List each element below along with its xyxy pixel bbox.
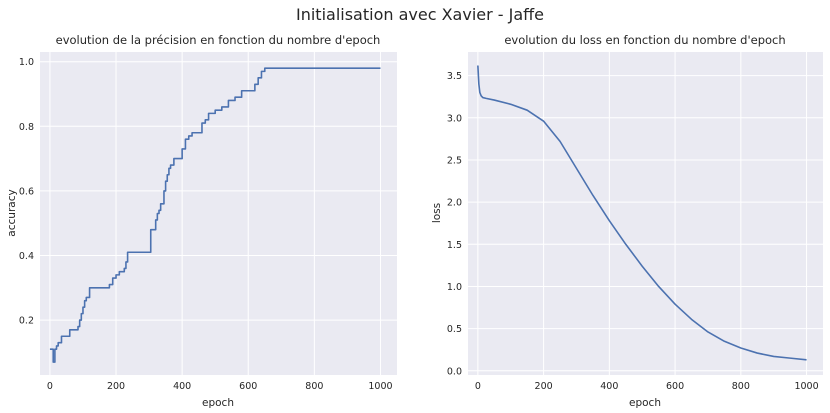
loss-y-ticks: 0.0 0.5 1.0 1.5 2.0 2.5 3.0 3.5: [447, 71, 462, 377]
accuracy-y-ticks: 0.2 0.4 0.6 0.8 1.0: [19, 57, 34, 326]
accuracy-y-tick-label: 0.4: [19, 251, 34, 262]
accuracy-x-tick-label: 1000: [368, 381, 392, 392]
accuracy-subplot: evolution de la précision en fonction du…: [6, 33, 397, 409]
loss-x-tick-label: 800: [732, 381, 750, 392]
accuracy-series-layer: [49, 67, 381, 363]
loss-y-tick-label: 1.5: [447, 240, 462, 251]
accuracy-x-tick-label: 400: [173, 381, 191, 392]
loss-chart-title: evolution du loss en fonction du nombre …: [504, 33, 785, 47]
loss-x-ticks: 0 200 400 600 800 1000: [475, 381, 819, 392]
accuracy-x-tick-label: 800: [305, 381, 323, 392]
loss-x-tick-label: 1000: [794, 381, 818, 392]
loss-x-tick-label: 0: [475, 381, 481, 392]
loss-x-tick-label: 200: [535, 381, 553, 392]
loss-series-layer: [477, 65, 807, 361]
loss-y-tick-label: 1.0: [447, 282, 462, 293]
accuracy-x-tick-label: 0: [47, 381, 53, 392]
loss-subplot: evolution du loss en fonction du nombre …: [431, 33, 823, 409]
accuracy-y-tick-label: 0.8: [19, 122, 34, 133]
loss-y-tick-label: 0.5: [447, 324, 462, 335]
loss-x-tick-label: 400: [600, 381, 618, 392]
loss-y-tick-label: 0.0: [447, 366, 462, 377]
loss-grid: [468, 52, 823, 375]
loss-y-tick-label: 2.0: [447, 198, 462, 209]
loss-y-axis-label: loss: [431, 203, 443, 223]
loss-x-tick-label: 600: [666, 381, 684, 392]
accuracy-series-line: [49, 67, 381, 363]
accuracy-x-axis-label: epoch: [202, 397, 234, 409]
loss-y-tick-label: 3.5: [447, 71, 462, 82]
loss-x-axis-label: epoch: [629, 397, 661, 409]
accuracy-x-tick-label: 600: [239, 381, 257, 392]
accuracy-plot-area: [40, 52, 397, 375]
loss-plot-area: [468, 52, 823, 375]
accuracy-y-tick-label: 0.6: [19, 186, 34, 197]
accuracy-x-ticks: 0 200 400 600 800 1000: [47, 381, 393, 392]
loss-y-tick-label: 2.5: [447, 155, 462, 166]
accuracy-x-tick-label: 200: [107, 381, 125, 392]
accuracy-y-tick-label: 1.0: [19, 57, 34, 68]
loss-y-tick-label: 3.0: [447, 113, 462, 124]
accuracy-chart-title: evolution de la précision en fonction du…: [56, 33, 381, 47]
accuracy-y-axis-label: accuracy: [6, 189, 18, 236]
figure-title: Initialisation avec Xavier - Jaffe: [296, 5, 544, 24]
accuracy-grid: [40, 52, 397, 375]
loss-series-line: [477, 65, 807, 361]
accuracy-y-tick-label: 0.2: [19, 316, 34, 327]
